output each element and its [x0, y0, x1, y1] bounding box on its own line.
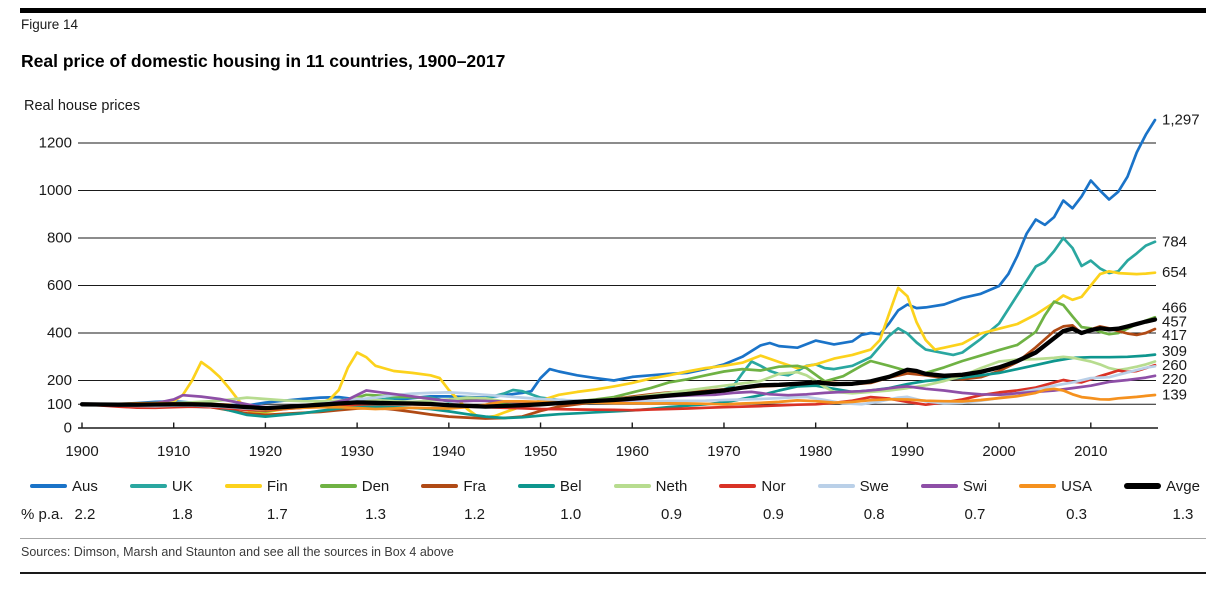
- pct-pa-value-swi: 0.7: [964, 506, 986, 523]
- pct-pa-value-avge: 1.3: [1172, 506, 1194, 523]
- x-tick-label-1950: 1950: [524, 443, 557, 460]
- pct-pa-value-aus: 2.2: [74, 506, 96, 523]
- fin-line-swatch: [224, 484, 262, 488]
- legend-item-den: Den: [319, 477, 390, 495]
- pct-pa-value-swe: 0.8: [863, 506, 885, 523]
- swi-line-swatch: [920, 484, 958, 488]
- end-value-label-den: 466: [1162, 300, 1187, 317]
- y-tick-label-1000: 1000: [39, 182, 72, 199]
- uk-line-swatch: [129, 484, 167, 488]
- end-value-label-avge: 457: [1162, 313, 1187, 330]
- y-tick-label-200: 200: [47, 372, 72, 389]
- end-value-label-uk: 784: [1162, 233, 1187, 250]
- pct-pa-value-usa: 0.3: [1066, 506, 1087, 523]
- legend-item-nor: Nor: [719, 477, 786, 495]
- pct-pa-value-fin: 1.7: [266, 506, 288, 523]
- series-line-fin: [80, 269, 1157, 419]
- y-tick-label-1200: 1200: [39, 135, 72, 152]
- pct-pa-row-label: % p.a.: [21, 506, 64, 523]
- x-tick-label-1970: 1970: [707, 443, 740, 460]
- pct-pa-value-uk: 1.8: [171, 506, 193, 523]
- pct-pa-value-neth: 0.9: [661, 506, 682, 523]
- x-tick-label-2000: 2000: [982, 443, 1015, 460]
- series-line-neth: [80, 355, 1157, 406]
- legend-label-swi: Swi: [962, 477, 988, 495]
- legend-label-den: Den: [361, 477, 390, 495]
- legend-label-fra: Fra: [463, 477, 486, 495]
- x-tick-label-1930: 1930: [340, 443, 373, 460]
- den-line-swatch: [319, 484, 357, 488]
- legend-item-usa: USA: [1019, 478, 1092, 495]
- x-tick-label-1940: 1940: [432, 443, 465, 460]
- legend-label-bel: Bel: [559, 477, 582, 495]
- legend-item-uk: UK: [129, 477, 193, 495]
- end-value-label-swe: 260: [1162, 357, 1187, 374]
- legend-item-bel: Bel: [517, 477, 582, 495]
- x-tick-label-1900: 1900: [65, 443, 98, 460]
- y-axis-title: Real house prices: [24, 98, 141, 114]
- x-tick-label-1960: 1960: [616, 443, 649, 460]
- series-line-aus: [80, 118, 1157, 407]
- y-tick-label-600: 600: [47, 277, 72, 294]
- legend-item-fra: Fra: [421, 478, 486, 495]
- sources-separator-rule: [20, 538, 1206, 539]
- neth-line-swatch: [613, 484, 651, 488]
- pct-pa-value-nor: 0.9: [763, 506, 784, 523]
- x-tick-label-1920: 1920: [249, 443, 282, 460]
- series-line-avge: [79, 317, 1158, 411]
- end-value-label-fin: 654: [1162, 264, 1187, 281]
- y-tick-label-100: 100: [47, 396, 72, 413]
- legend-label-avge: Avge: [1166, 477, 1200, 495]
- legend-item-neth: Neth: [613, 477, 688, 495]
- legend-label-nor: Nor: [761, 477, 786, 495]
- legend-item-swe: Swe: [817, 477, 889, 495]
- end-value-label-usa: 139: [1162, 386, 1187, 403]
- end-value-label-aus: 1,297: [1162, 111, 1200, 128]
- legend-label-swe: Swe: [859, 477, 889, 495]
- x-tick-label-1980: 1980: [799, 443, 832, 460]
- end-value-label-fra: 417: [1162, 327, 1187, 344]
- legend-item-avge: Avge: [1124, 478, 1200, 495]
- x-tick-label-2010: 2010: [1074, 443, 1107, 460]
- y-tick-label-0: 0: [64, 420, 72, 437]
- swe-line-swatch: [817, 484, 855, 488]
- legend-item-swi: Swi: [920, 477, 988, 495]
- avge-line-swatch: [1124, 483, 1162, 489]
- legend-label-uk: UK: [171, 477, 193, 495]
- usa-line-swatch: [1019, 484, 1057, 488]
- legend-label-aus: Aus: [72, 477, 98, 495]
- legend-item-aus: Aus: [30, 478, 98, 495]
- pct-pa-value-bel: 1.0: [560, 506, 582, 523]
- end-value-label-swi: 220: [1162, 371, 1187, 388]
- sources-note: Sources: Dimson, Marsh and Staunton and …: [21, 545, 454, 559]
- bottom-rule: [20, 572, 1206, 574]
- pct-pa-value-fra: 1.2: [464, 506, 486, 523]
- fra-line-swatch: [421, 484, 459, 488]
- pct-per-annum-row: % p.a. 2.2 1.8 1.7 1.3 1.2 1.0 0.9 0.9 0.8 0.7 0.3…: [0, 506, 1226, 524]
- legend-label-fin: Fin: [266, 477, 288, 495]
- legend-item-fin: Fin: [224, 477, 288, 495]
- pct-pa-value-den: 1.3: [365, 506, 386, 523]
- chart-legend: Aus UK Fin Den Fra Bel Neth Nor Swe Swi USA Avge: [30, 477, 1200, 495]
- y-tick-label-800: 800: [47, 230, 72, 247]
- figure-label: Figure 14: [21, 17, 79, 32]
- y-tick-label-400: 400: [47, 325, 72, 342]
- end-value-label-bel: 309: [1162, 343, 1187, 360]
- nor-line-swatch: [719, 484, 757, 488]
- bel-line-swatch: [517, 484, 555, 488]
- aus-line-swatch: [30, 484, 67, 488]
- legend-label-neth: Neth: [655, 477, 688, 495]
- legend-label-usa: USA: [1061, 477, 1092, 495]
- x-tick-label-1910: 1910: [157, 443, 190, 460]
- page-title: Real price of domestic housing in 11 cou…: [21, 51, 506, 71]
- top-rule: [20, 8, 1206, 13]
- x-tick-label-1990: 1990: [891, 443, 924, 460]
